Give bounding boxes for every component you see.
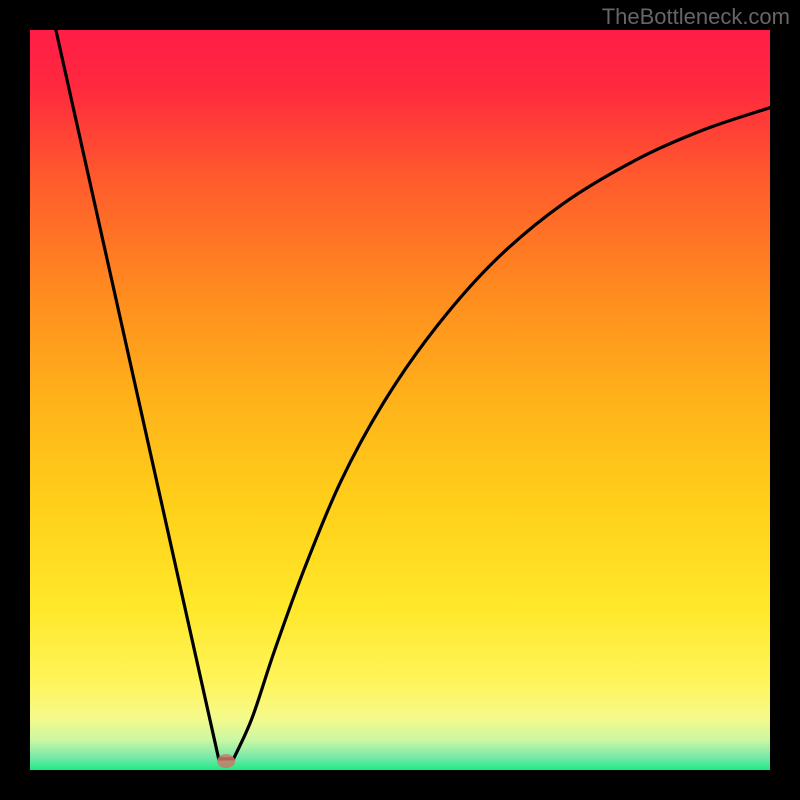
border-left bbox=[0, 0, 30, 800]
optimal-point-marker bbox=[217, 754, 235, 768]
plot-background bbox=[30, 30, 770, 770]
bottleneck-chart: TheBottleneck.com bbox=[0, 0, 800, 800]
border-bottom bbox=[0, 770, 800, 800]
chart-svg bbox=[0, 0, 800, 800]
watermark-text: TheBottleneck.com bbox=[602, 4, 790, 30]
border-right bbox=[770, 0, 800, 800]
